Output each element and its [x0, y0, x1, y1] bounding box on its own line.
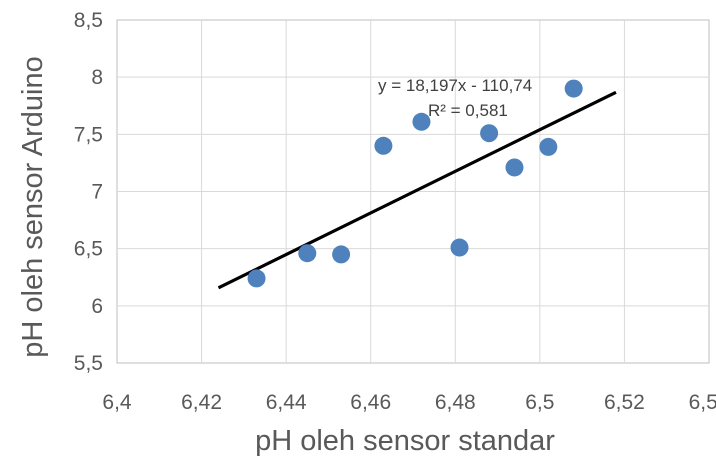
data-point — [450, 238, 469, 257]
x-tick-label: 6,4 — [102, 391, 132, 414]
data-point — [247, 269, 266, 288]
data-point — [332, 245, 351, 264]
data-point — [374, 136, 393, 155]
x-tick-label: 6,46 — [350, 391, 391, 414]
y-tick-label: 7 — [91, 181, 103, 204]
y-tick-label: 7,5 — [74, 123, 103, 146]
x-tick-label: 6,44 — [266, 391, 307, 414]
data-point — [539, 137, 558, 156]
x-axis-title: pH oleh sensor standar — [255, 425, 555, 457]
data-point — [412, 112, 431, 131]
trendline — [217, 90, 617, 290]
data-point — [480, 124, 499, 143]
data-point — [298, 244, 317, 263]
y-tick-labels: 5,5 6 6,5 7 7,5 8 8,5 — [74, 9, 103, 375]
x-tick-label: 6,54 — [689, 391, 716, 414]
data-points — [247, 79, 583, 288]
x-tick-label: 6,5 — [525, 391, 554, 414]
y-tick-label: 6 — [91, 295, 103, 318]
x-tick-label: 6,52 — [604, 391, 645, 414]
y-tick-label: 8 — [91, 66, 103, 89]
y-tick-label: 6,5 — [74, 238, 103, 261]
data-point — [564, 79, 583, 98]
y-axis-title: pH oleh sensor Arduino — [17, 56, 49, 357]
x-tick-label: 6,48 — [435, 391, 476, 414]
y-tick-label: 8,5 — [74, 9, 103, 32]
trendline-equation: y = 18,197x - 110,74 — [378, 76, 532, 95]
x-tick-labels: 6,4 6,42 6,44 6,46 6,48 6,5 6,52 6,54 — [102, 391, 716, 414]
y-tick-label: 5,5 — [74, 352, 103, 375]
r-squared-label: R² = 0,581 — [428, 101, 508, 120]
x-tick-label: 6,42 — [181, 391, 222, 414]
data-point — [505, 158, 524, 177]
